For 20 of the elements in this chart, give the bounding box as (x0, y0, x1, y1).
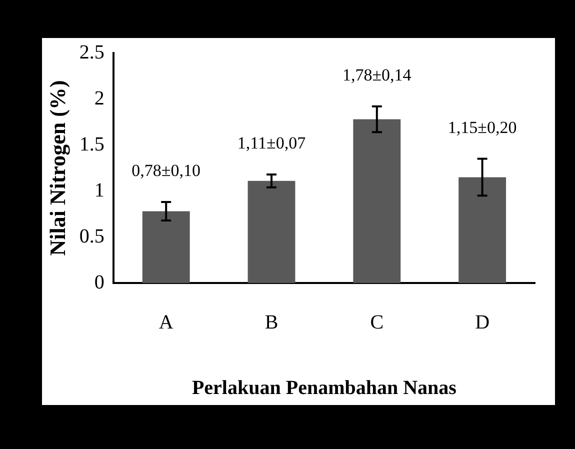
x-tick-label: C (370, 311, 384, 334)
bar (248, 180, 296, 283)
data-label: 0,78±0,10 (132, 161, 201, 180)
x-tick-label: D (475, 311, 490, 334)
y-tick-label: 0.5 (79, 225, 104, 248)
y-tick-label: 2.5 (79, 41, 104, 64)
y-tick-label: 1 (94, 179, 104, 202)
x-axis-title: Perlakuan Penambahan Nanas (192, 377, 457, 400)
y-tick-label: 2 (94, 87, 104, 110)
data-label: 1,78±0,14 (342, 65, 412, 84)
y-tick-label: 0 (94, 271, 104, 294)
x-tick-label: A (158, 311, 174, 334)
data-label: 1,11±0,07 (237, 133, 306, 152)
bar (458, 177, 506, 283)
bar (353, 119, 401, 283)
y-tick-label: 1.5 (79, 133, 104, 156)
data-label: 1,15±0,20 (448, 118, 517, 137)
bar (142, 211, 190, 283)
x-tick-label: B (264, 311, 278, 334)
y-axis-title: Nilai Nitrogen (%) (44, 80, 70, 256)
